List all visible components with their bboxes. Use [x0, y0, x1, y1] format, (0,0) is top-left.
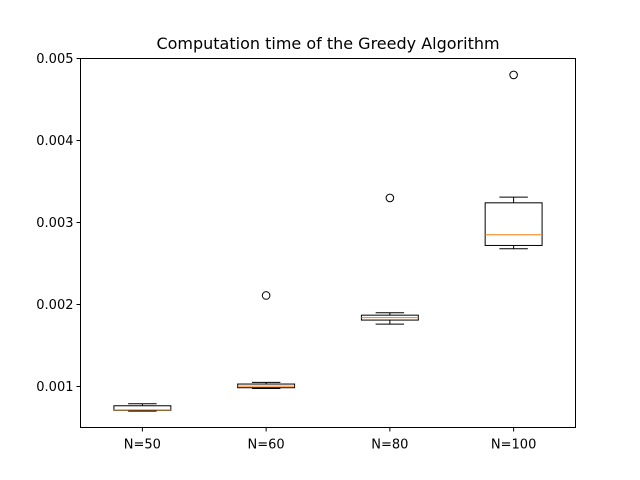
- chart-title: Computation time of the Greedy Algorithm: [156, 34, 499, 53]
- x-tick-label: N=100: [491, 438, 536, 453]
- plot-area: 0.001 0.002 0.003 0.004 0.005 N=50 N=60 N=80 N=1…: [36, 52, 543, 453]
- x-tick-label: N=60: [248, 438, 285, 453]
- flier-point: [385, 193, 395, 203]
- axes-frame: [80, 58, 576, 428]
- x-tick-label: N=50: [124, 438, 161, 453]
- y-tick-label: 0.003: [36, 216, 73, 231]
- flier-point: [509, 70, 518, 80]
- flier-point: [261, 291, 271, 300]
- x-tick-label: N=80: [371, 438, 408, 453]
- box: [484, 202, 543, 246]
- y-tick-label: 0.004: [36, 134, 73, 149]
- y-tick-label: 0.002: [36, 298, 73, 313]
- y-tick-label: 0.005: [36, 52, 73, 67]
- y-tick-label: 0.001: [36, 380, 73, 395]
